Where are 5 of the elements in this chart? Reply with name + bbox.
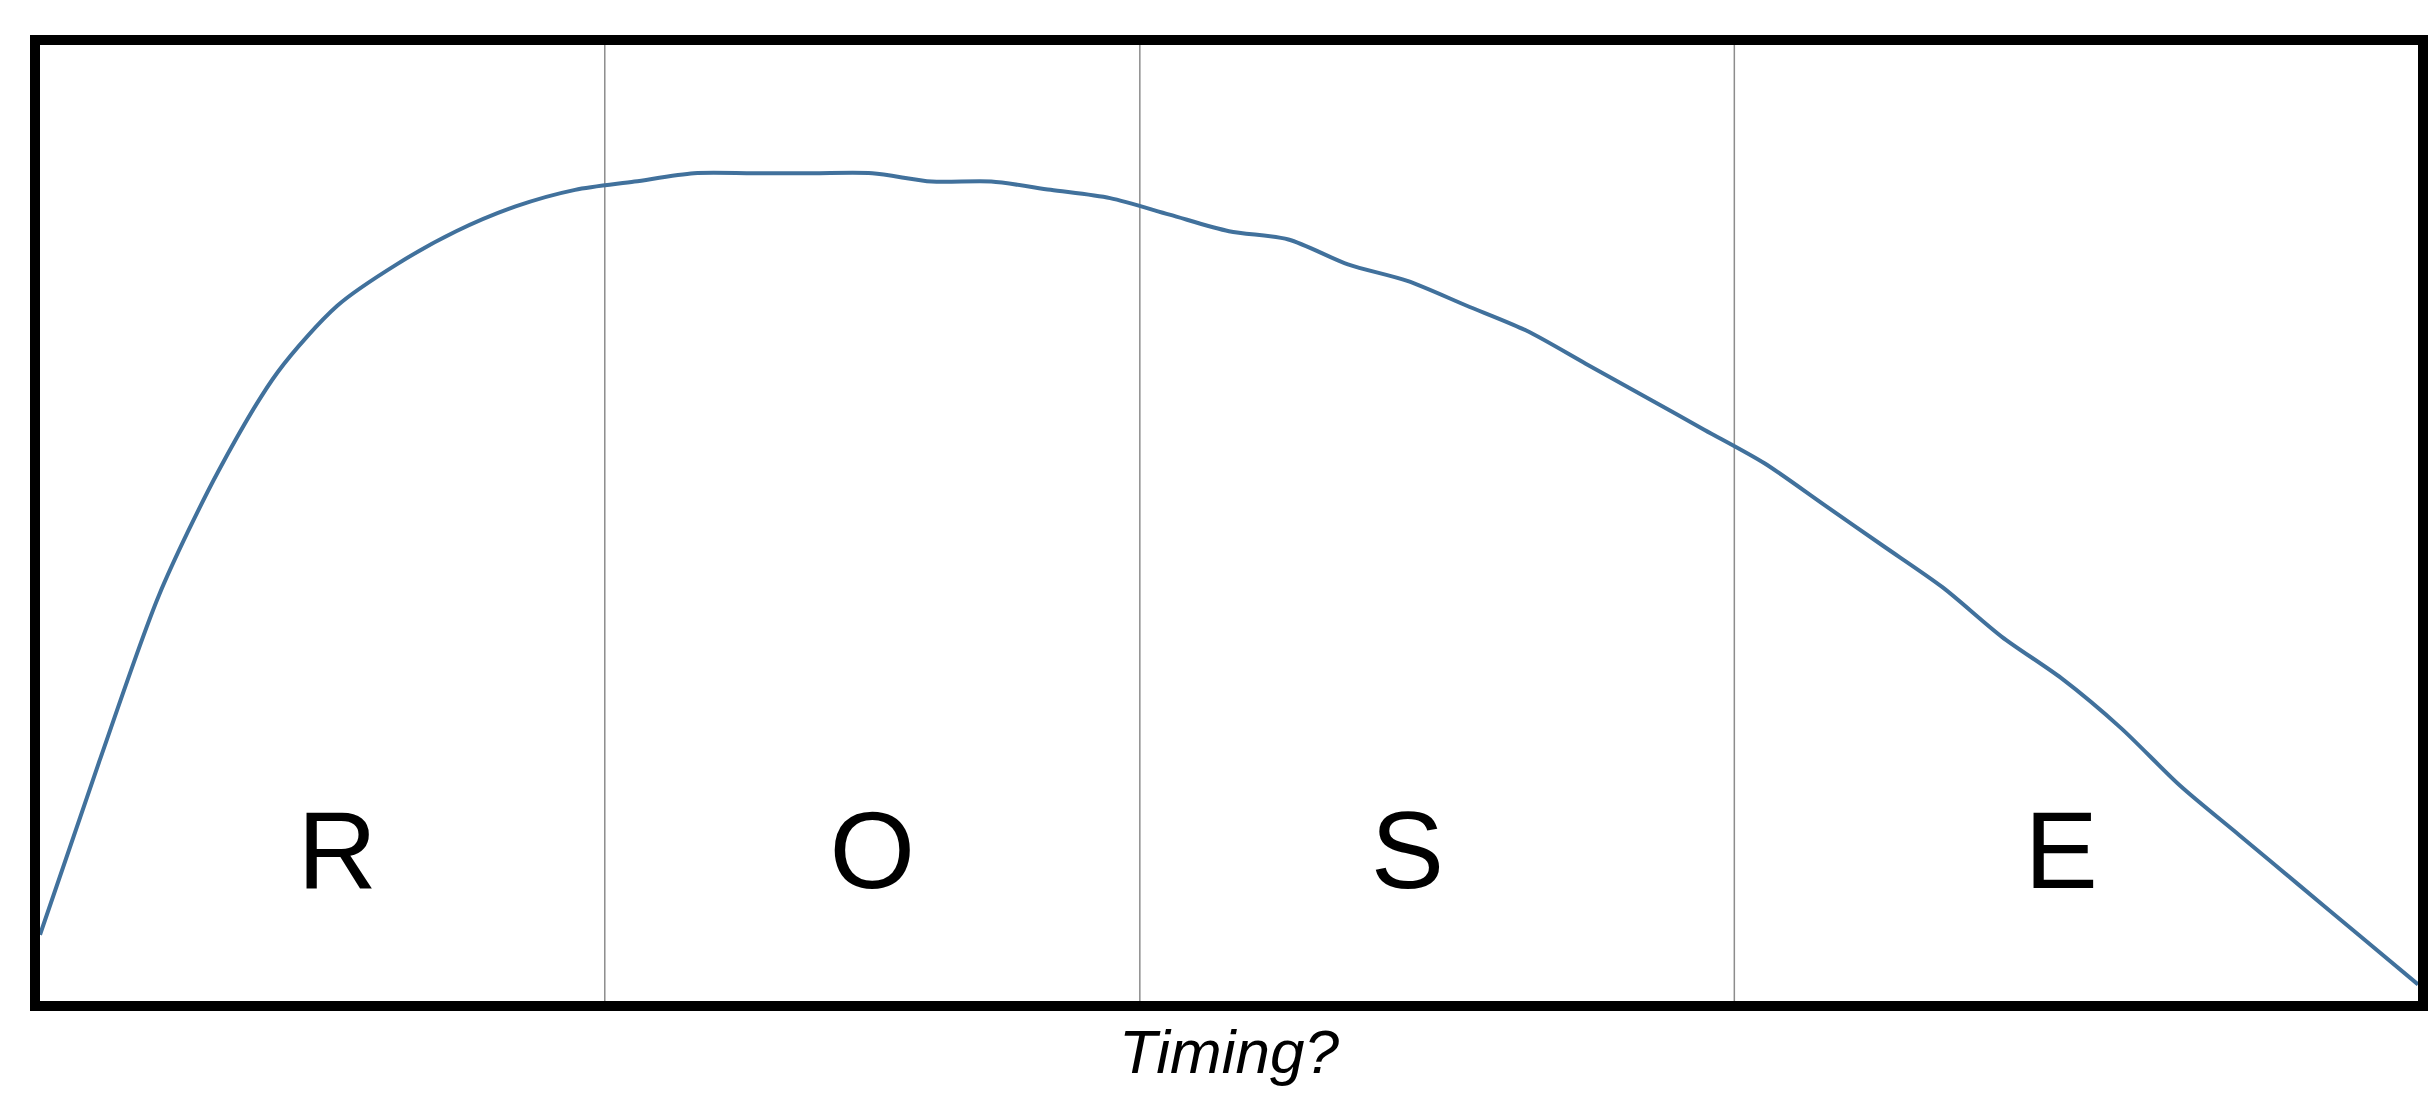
x-axis-title: Timing? [1119,1017,1340,1086]
x-tick-label: O [829,788,916,911]
x-tick-label: R [297,788,377,911]
x-tick-label: S [1370,788,1445,911]
x-tick-label: E [2024,788,2098,911]
